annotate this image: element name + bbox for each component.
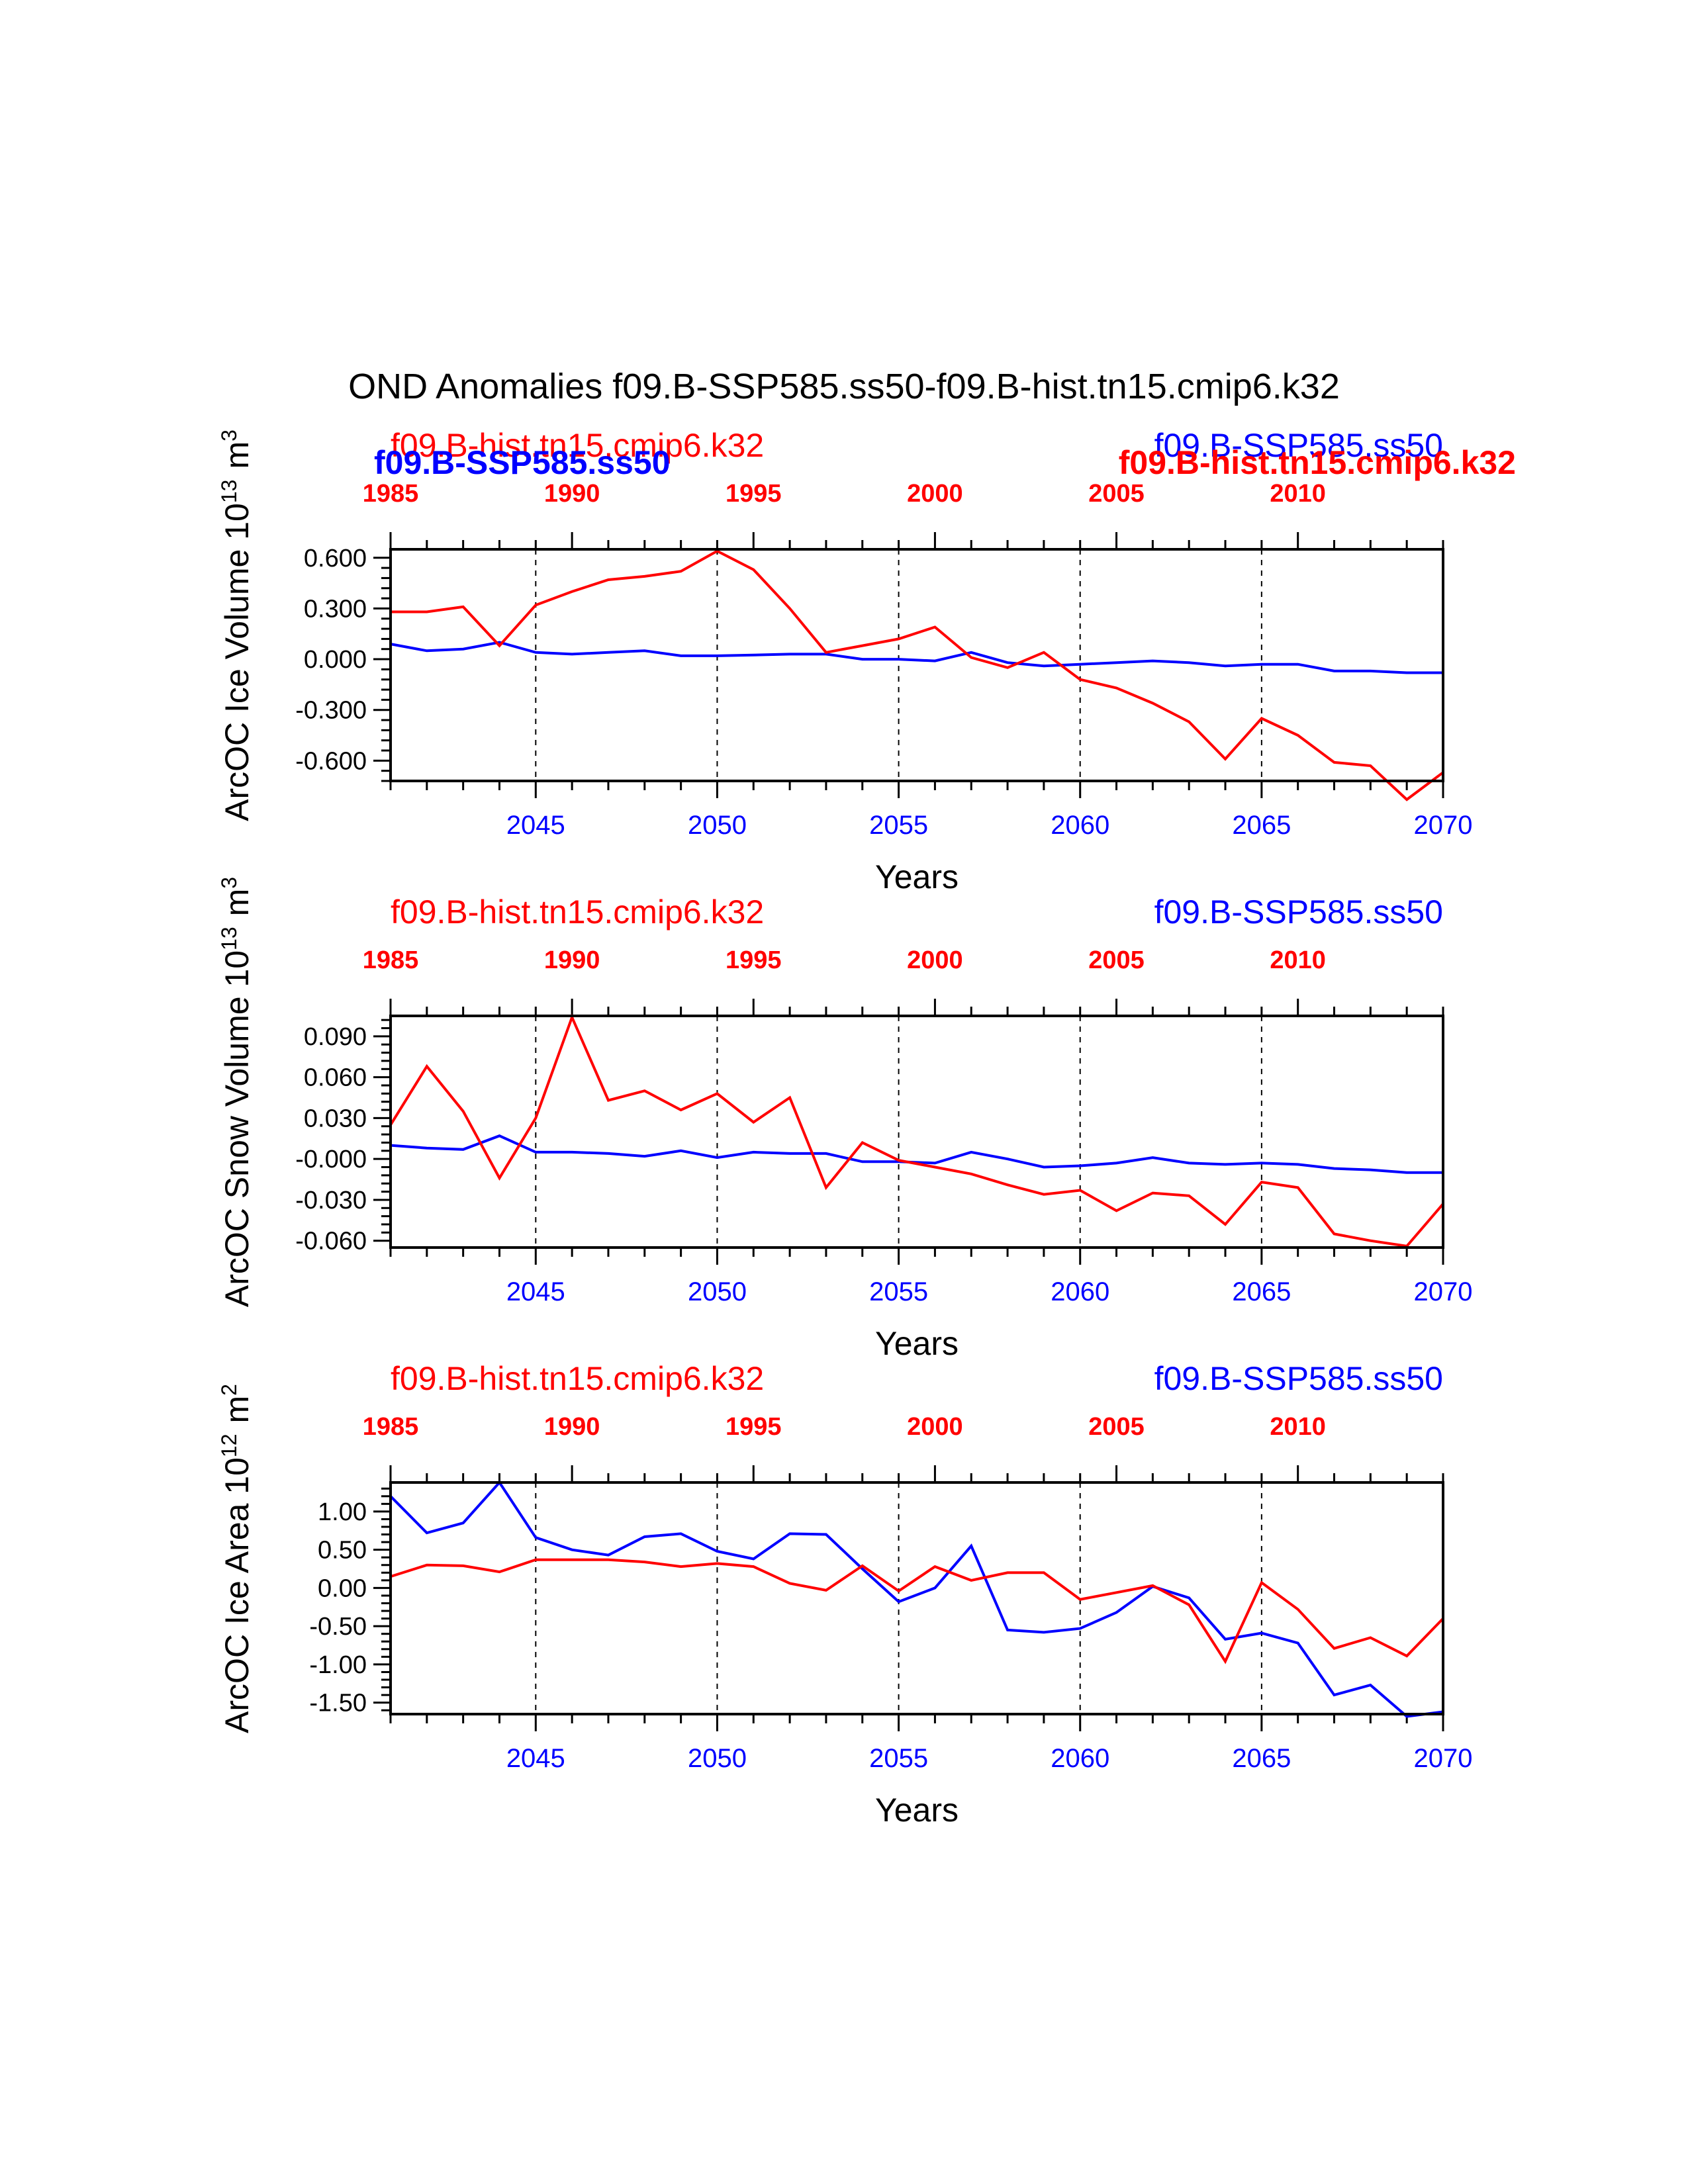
- y-axis-label: ArcOC Snow Volume 1013 m3: [217, 877, 256, 1307]
- y-axis-label-unit-exponent: 2: [217, 1384, 241, 1396]
- y-tick-label: -0.300: [295, 697, 367, 725]
- x-tick-label: 2060: [1051, 1277, 1109, 1306]
- top-tick-label: 2005: [1088, 480, 1145, 508]
- y-tick-label: 0.00: [318, 1574, 367, 1602]
- y-tick-label: 0.060: [304, 1064, 367, 1092]
- top-tick-label: 1995: [726, 1413, 782, 1441]
- plot-frame: [389, 1481, 1444, 1715]
- y-axis-label-unit: m: [218, 889, 256, 917]
- figure-title: OND Anomalies f09.B-SSP585.ss50-f09.B-hi…: [348, 367, 1340, 406]
- x-axis-label: Years: [875, 1325, 959, 1362]
- top-tick-label: 2010: [1270, 1413, 1326, 1441]
- top-tick-label: 1995: [726, 946, 782, 974]
- top-tick-label: 1985: [363, 1413, 419, 1441]
- y-tick-label: 0.600: [304, 545, 367, 572]
- y-tick-label: -0.060: [295, 1228, 367, 1255]
- top-tick-label: 1995: [726, 480, 782, 508]
- y-axis-label-unit-exponent: 3: [217, 877, 241, 889]
- x-tick-label: 2055: [869, 1277, 928, 1306]
- y-axis-label-exponent: 13: [217, 927, 241, 950]
- panel-ice-volume: 0.600 0.300 0.000 -0.300 -0.600 2045 2050 2055 2…: [217, 427, 1516, 895]
- top-tick-label: 2005: [1088, 1413, 1145, 1441]
- label-ssp-right: f09.B-SSP585.ss50: [1154, 893, 1443, 931]
- y-axis-label: ArcOC Ice Area 1012 m2: [217, 1384, 256, 1733]
- top-tick-label: 1990: [544, 1413, 600, 1441]
- top-tick-label: 1985: [363, 480, 419, 508]
- series-line-hist: [390, 1558, 1444, 1664]
- label-ssp-right: f09.B-SSP585.ss50: [1154, 427, 1443, 464]
- panel-ice-area: 1.00 0.50 0.00 -0.50 -1.00 -1.50 2045 2050 2055 2…: [217, 1360, 1472, 1829]
- top-tick-label: 2000: [907, 480, 963, 508]
- y-tick-label: 1.00: [318, 1498, 367, 1526]
- x-tick-label: 2055: [869, 1744, 928, 1773]
- y-tick-label: 0.000: [304, 646, 367, 674]
- y-axis-label-exponent: 13: [217, 480, 241, 504]
- x-tick-label: 2065: [1232, 1277, 1291, 1306]
- x-tick-label: 2050: [688, 811, 747, 840]
- y-axis-label-exponent: 12: [217, 1434, 241, 1458]
- y-tick-label: -0.030: [295, 1187, 367, 1214]
- top-tick-label: 2010: [1270, 946, 1326, 974]
- plot-frame: [389, 1015, 1444, 1249]
- x-tick-label: 2055: [869, 811, 928, 840]
- y-axis-label-unit-exponent: 3: [217, 430, 241, 441]
- x-tick-label: 2070: [1414, 1744, 1473, 1773]
- x-tick-label: 2050: [688, 1277, 747, 1306]
- x-tick-label: 2045: [506, 811, 565, 840]
- y-axis-label-text: ArcOC Ice Volume 10: [218, 503, 256, 821]
- label-hist-left: f09.B-hist.tn15.cmip6.k32: [391, 427, 764, 464]
- panel-snow-volume: 0.090 0.060 0.030 -0.000 -0.030 -0.060 2045 205…: [217, 877, 1472, 1362]
- x-tick-label: 2045: [506, 1277, 565, 1306]
- series-line-hist: [389, 1013, 1444, 1248]
- label-ssp-right: f09.B-SSP585.ss50: [1154, 1360, 1443, 1397]
- y-axis-label: ArcOC Ice Volume 1013 m3: [217, 430, 256, 821]
- label-hist-right-bold: f09.B-hist.tn15.cmip6.k32: [1119, 444, 1516, 481]
- top-tick-label: 1985: [363, 946, 419, 974]
- y-tick-label: -0.50: [309, 1613, 367, 1641]
- y-tick-label: 0.50: [318, 1537, 367, 1565]
- y-tick-label: -0.000: [295, 1146, 367, 1173]
- plot-frame: [389, 548, 1444, 782]
- top-tick-label: 2000: [907, 946, 963, 974]
- x-tick-label: 2070: [1414, 1277, 1473, 1306]
- y-tick-label: 0.030: [304, 1105, 367, 1132]
- y-tick-label: -1.00: [309, 1651, 367, 1679]
- y-tick-label: 0.090: [304, 1023, 367, 1051]
- series-line-ssp585: [390, 641, 1443, 674]
- x-tick-label: 2070: [1414, 811, 1473, 840]
- series-line-hist: [391, 549, 1444, 801]
- y-axis-label-text: ArcOC Snow Volume 10: [218, 950, 256, 1307]
- top-tick-label: 2000: [907, 1413, 963, 1441]
- y-axis-label-unit: m: [218, 1396, 256, 1424]
- x-tick-label: 2065: [1232, 1744, 1291, 1773]
- x-tick-label: 2050: [688, 1744, 747, 1773]
- y-axis-label-text: ArcOC Ice Area 10: [218, 1457, 256, 1733]
- top-tick-label: 1990: [544, 480, 600, 508]
- x-axis-label: Years: [875, 858, 959, 895]
- top-tick-label: 2010: [1270, 480, 1326, 508]
- series-line-ssp585: [390, 1134, 1443, 1174]
- x-axis-label: Years: [875, 1792, 959, 1829]
- y-axis-label-unit: m: [218, 441, 256, 469]
- x-tick-label: 2065: [1232, 811, 1291, 840]
- x-tick-label: 2060: [1051, 1744, 1109, 1773]
- y-tick-label: 0.300: [304, 595, 367, 623]
- label-hist-left: f09.B-hist.tn15.cmip6.k32: [391, 893, 764, 931]
- top-tick-label: 2005: [1088, 946, 1145, 974]
- label-hist-left: f09.B-hist.tn15.cmip6.k32: [391, 1360, 764, 1397]
- label-ssp-left-bold: f09.B-SSP585.ss50: [374, 444, 671, 481]
- y-tick-label: -1.50: [309, 1690, 367, 1717]
- x-tick-label: 2045: [506, 1744, 565, 1773]
- series-line-ssp585: [389, 1480, 1444, 1718]
- x-tick-label: 2060: [1051, 811, 1109, 840]
- top-tick-label: 1990: [544, 946, 600, 974]
- y-tick-label: -0.600: [295, 747, 367, 775]
